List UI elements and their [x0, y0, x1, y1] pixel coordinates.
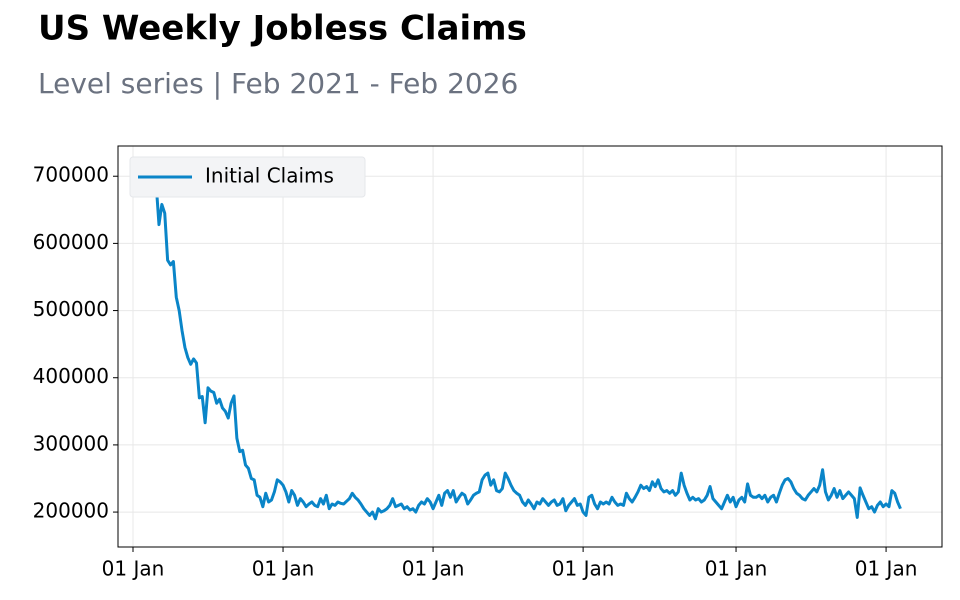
y-tick-label: 300000 — [33, 431, 109, 455]
legend-box — [129, 156, 366, 198]
chart-subtitle: Level series | Feb 2021 - Feb 2026 — [38, 67, 518, 100]
x-tick-label: 01 Jan — [552, 557, 615, 581]
x-tick-label: 01 Jan — [855, 557, 918, 581]
line-series — [146, 171, 902, 521]
x-tick-label: 01 Jan — [705, 557, 768, 581]
x-tick-label: 01 Jan — [402, 557, 465, 581]
y-tick-label: 200000 — [33, 499, 109, 523]
chart-title: US Weekly Jobless Claims — [38, 9, 527, 49]
legend-label: Initial Claims — [205, 164, 334, 188]
y-tick-label: 700000 — [33, 163, 109, 187]
x-tick-label: 01 Jan — [102, 557, 165, 581]
y-tick-label: 400000 — [33, 364, 109, 388]
y-tick-label: 500000 — [33, 297, 109, 321]
x-tick-label: 01 Jan — [252, 557, 315, 581]
y-tick-label: 600000 — [33, 230, 109, 254]
plot-frame — [117, 145, 943, 548]
